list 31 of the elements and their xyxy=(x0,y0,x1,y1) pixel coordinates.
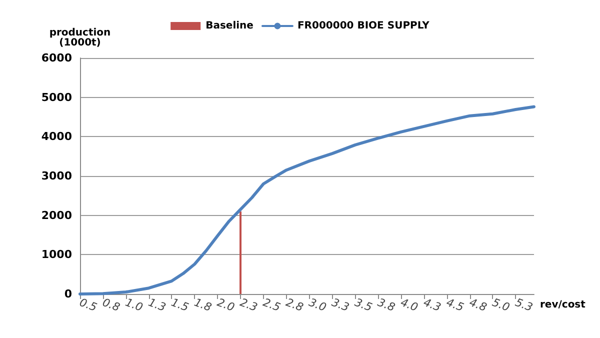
y-tick-label: 5000 xyxy=(41,90,72,104)
x-tick-label: 5.3 xyxy=(513,296,534,314)
x-tick-label: 0.5 xyxy=(78,296,99,314)
y-tick-label: 6000 xyxy=(41,52,72,64)
x-tick-label: 2.5 xyxy=(261,296,282,314)
x-tick-label: 5.0 xyxy=(490,296,512,314)
x-tick-label: 0.8 xyxy=(100,296,122,314)
x-axis-title: rev/cost xyxy=(540,300,586,310)
x-tick-label: 1.8 xyxy=(192,296,214,314)
y-tick-label: 3000 xyxy=(41,170,72,182)
x-tick-label: 2.8 xyxy=(284,296,306,314)
x-tick-label: 3.0 xyxy=(307,296,328,314)
x-tick-label: 1.0 xyxy=(124,296,145,314)
y-tick-label: 2000 xyxy=(41,208,72,222)
y-tick-label: 1000 xyxy=(41,248,72,262)
x-tick-label: 4.5 xyxy=(444,296,466,314)
legend-label: FR000000 BIOE SUPPLY xyxy=(297,20,430,32)
x-tick-label: 3.5 xyxy=(352,296,374,314)
y-tick-label: 0 xyxy=(64,288,72,300)
x-tick-label: 1.3 xyxy=(146,296,168,314)
x-tick-label: 3.3 xyxy=(330,296,351,314)
y-axis-title: production (1000t) xyxy=(49,28,111,48)
y-tick-label: 4000 xyxy=(41,130,72,144)
x-tick-label: 3.8 xyxy=(376,296,397,314)
x-tick-label: 4.0 xyxy=(398,296,420,314)
x-tick-label: 4.8 xyxy=(468,296,488,314)
legend-label: Baseline xyxy=(206,20,254,32)
x-tick-label: 1.5 xyxy=(169,296,190,314)
x-tick-label: 4.3 xyxy=(422,296,443,314)
x-tick-label: 2.0 xyxy=(215,296,236,314)
x-tick-label: 2.3 xyxy=(238,296,260,314)
